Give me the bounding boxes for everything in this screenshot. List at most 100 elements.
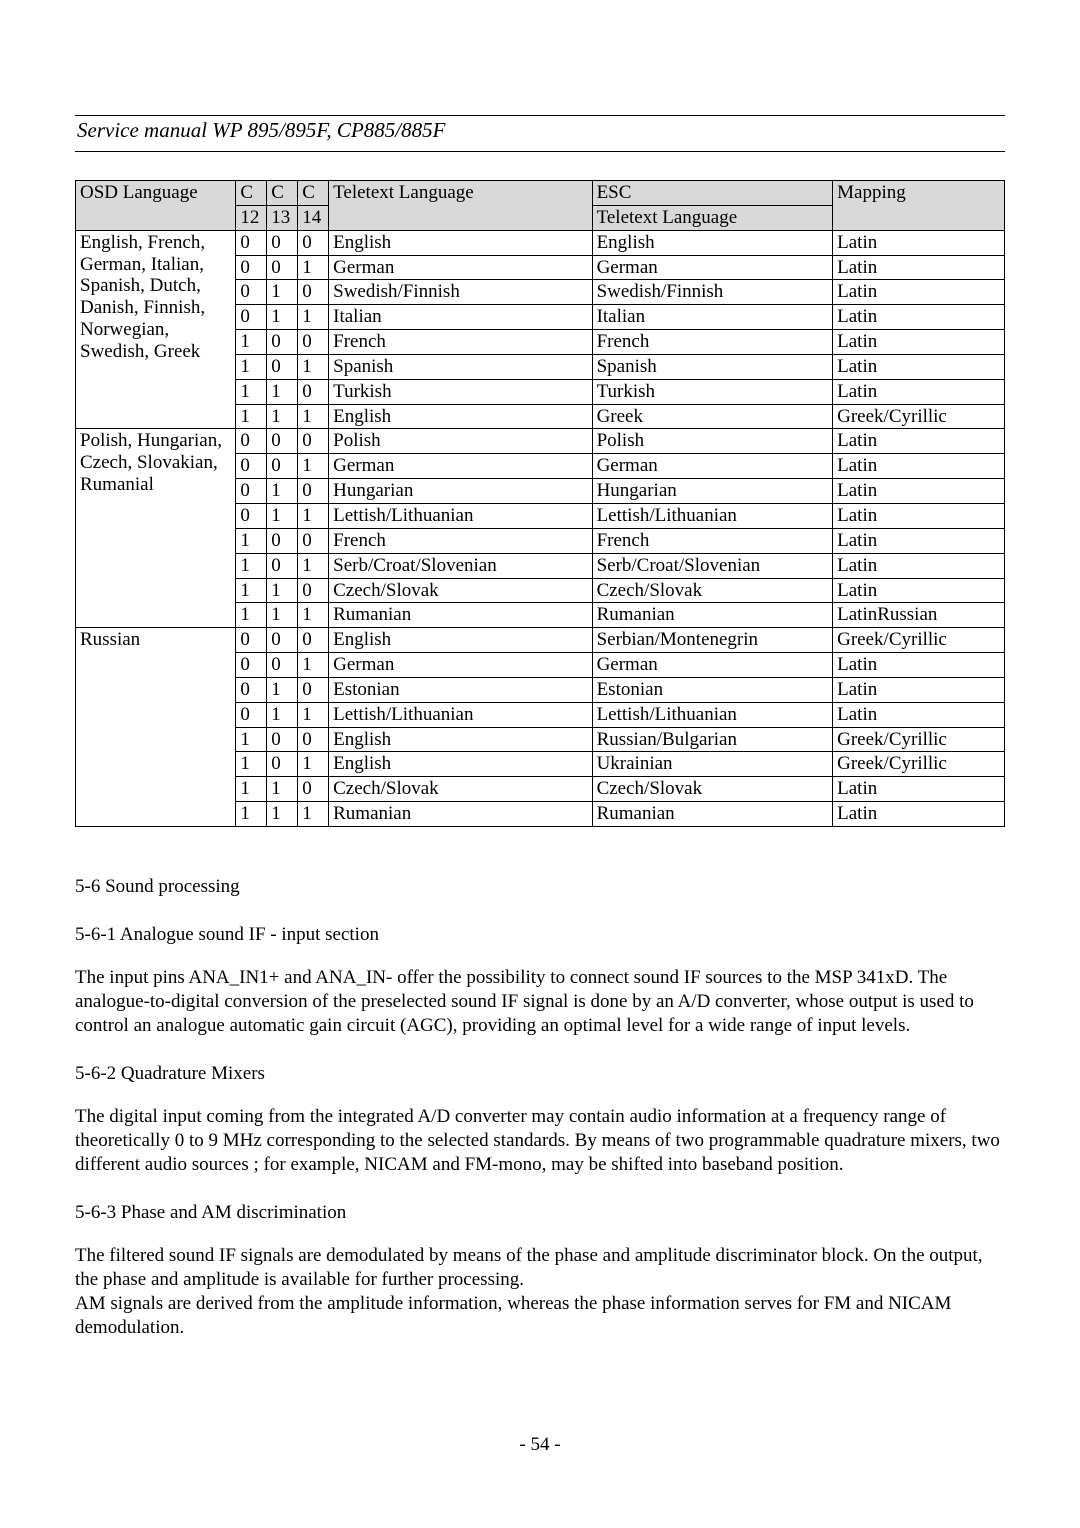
cell-map: Latin bbox=[833, 578, 1005, 603]
cell-map: LatinRussian bbox=[833, 603, 1005, 628]
cell-c12: 1 bbox=[236, 404, 267, 429]
cell-c14: 1 bbox=[298, 802, 329, 827]
cell-tel: Spanish bbox=[329, 354, 592, 379]
cell-c13: 1 bbox=[267, 777, 298, 802]
osd-language-cell: Russian bbox=[76, 628, 236, 827]
th-c13-b: 13 bbox=[267, 205, 298, 230]
cell-c13: 1 bbox=[267, 503, 298, 528]
cell-c12: 0 bbox=[236, 305, 267, 330]
cell-c13: 1 bbox=[267, 305, 298, 330]
cell-esc: English bbox=[592, 230, 833, 255]
cell-c13: 0 bbox=[267, 255, 298, 280]
cell-esc: Lettish/Lithuanian bbox=[592, 702, 833, 727]
cell-map: Latin bbox=[833, 305, 1005, 330]
cell-c13: 0 bbox=[267, 230, 298, 255]
cell-c12: 0 bbox=[236, 702, 267, 727]
cell-esc: Turkish bbox=[592, 379, 833, 404]
cell-c14: 1 bbox=[298, 503, 329, 528]
th-teletext-language: Teletext Language bbox=[329, 181, 592, 231]
cell-c14: 0 bbox=[298, 528, 329, 553]
cell-c14: 1 bbox=[298, 653, 329, 678]
cell-c13: 1 bbox=[267, 802, 298, 827]
th-c14-b: 14 bbox=[298, 205, 329, 230]
cell-c14: 0 bbox=[298, 479, 329, 504]
cell-tel: French bbox=[329, 330, 592, 355]
cell-esc: Russian/Bulgarian bbox=[592, 727, 833, 752]
cell-c13: 0 bbox=[267, 628, 298, 653]
cell-tel: Czech/Slovak bbox=[329, 777, 592, 802]
cell-esc: Serb/Croat/Slovenian bbox=[592, 553, 833, 578]
language-mapping-table: OSD Language C C C Teletext Language ESC… bbox=[75, 180, 1005, 827]
cell-map: Latin bbox=[833, 503, 1005, 528]
cell-c13: 0 bbox=[267, 553, 298, 578]
cell-c13: 1 bbox=[267, 479, 298, 504]
cell-map: Latin bbox=[833, 528, 1005, 553]
cell-map: Latin bbox=[833, 777, 1005, 802]
cell-map: Latin bbox=[833, 280, 1005, 305]
cell-c12: 0 bbox=[236, 454, 267, 479]
cell-esc: Serbian/Montenegrin bbox=[592, 628, 833, 653]
th-esc-1: ESC bbox=[592, 181, 833, 206]
cell-esc: German bbox=[592, 255, 833, 280]
table-row: English, French, German, Italian, Spanis… bbox=[76, 230, 1005, 255]
cell-tel: English bbox=[329, 727, 592, 752]
cell-map: Latin bbox=[833, 653, 1005, 678]
cell-esc: Spanish bbox=[592, 354, 833, 379]
para-5-6-3-b: AM signals are derived from the amplitud… bbox=[75, 1292, 1005, 1340]
cell-esc: Estonian bbox=[592, 677, 833, 702]
osd-language-cell: Polish, Hungarian, Czech, Slovakian, Rum… bbox=[76, 429, 236, 628]
cell-c12: 1 bbox=[236, 354, 267, 379]
cell-esc: German bbox=[592, 454, 833, 479]
para-5-6-3-a: The filtered sound IF signals are demodu… bbox=[75, 1244, 1005, 1292]
cell-tel: Estonian bbox=[329, 677, 592, 702]
cell-c14: 1 bbox=[298, 603, 329, 628]
cell-esc: French bbox=[592, 528, 833, 553]
cell-c14: 0 bbox=[298, 578, 329, 603]
cell-esc: Czech/Slovak bbox=[592, 578, 833, 603]
cell-map: Greek/Cyrillic bbox=[833, 628, 1005, 653]
cell-c12: 1 bbox=[236, 553, 267, 578]
cell-map: Latin bbox=[833, 677, 1005, 702]
cell-esc: Greek bbox=[592, 404, 833, 429]
cell-c12: 0 bbox=[236, 479, 267, 504]
heading-5-6-1: 5-6-1 Analogue sound IF - input section bbox=[75, 923, 1005, 947]
cell-c14: 0 bbox=[298, 230, 329, 255]
cell-c14: 0 bbox=[298, 628, 329, 653]
cell-c13: 1 bbox=[267, 280, 298, 305]
cell-map: Latin bbox=[833, 330, 1005, 355]
cell-tel: English bbox=[329, 752, 592, 777]
cell-c12: 1 bbox=[236, 777, 267, 802]
cell-c12: 1 bbox=[236, 802, 267, 827]
cell-tel: Lettish/Lithuanian bbox=[329, 702, 592, 727]
cell-c12: 0 bbox=[236, 677, 267, 702]
cell-c13: 0 bbox=[267, 330, 298, 355]
cell-tel: Rumanian bbox=[329, 603, 592, 628]
th-c13-a: C bbox=[267, 181, 298, 206]
cell-c14: 0 bbox=[298, 379, 329, 404]
cell-c14: 1 bbox=[298, 404, 329, 429]
cell-c13: 1 bbox=[267, 603, 298, 628]
cell-map: Latin bbox=[833, 454, 1005, 479]
cell-c12: 0 bbox=[236, 429, 267, 454]
cell-esc: Polish bbox=[592, 429, 833, 454]
cell-tel: Swedish/Finnish bbox=[329, 280, 592, 305]
cell-tel: Serb/Croat/Slovenian bbox=[329, 553, 592, 578]
header-rule-bottom bbox=[75, 151, 1005, 152]
th-esc-2: Teletext Language bbox=[592, 205, 833, 230]
th-c12-b: 12 bbox=[236, 205, 267, 230]
cell-c12: 0 bbox=[236, 628, 267, 653]
cell-c13: 1 bbox=[267, 677, 298, 702]
osd-language-cell: English, French, German, Italian, Spanis… bbox=[76, 230, 236, 429]
cell-tel: German bbox=[329, 454, 592, 479]
cell-esc: Italian bbox=[592, 305, 833, 330]
cell-map: Latin bbox=[833, 379, 1005, 404]
cell-tel: English bbox=[329, 404, 592, 429]
page: Service manual WP 895/895F, CP885/885F O… bbox=[0, 0, 1080, 1339]
cell-c14: 0 bbox=[298, 429, 329, 454]
page-number: - 54 - bbox=[0, 1434, 1080, 1456]
th-osd-language: OSD Language bbox=[76, 181, 236, 231]
cell-tel: Turkish bbox=[329, 379, 592, 404]
cell-map: Greek/Cyrillic bbox=[833, 727, 1005, 752]
cell-tel: Polish bbox=[329, 429, 592, 454]
heading-5-6: 5-6 Sound processing bbox=[75, 875, 1005, 899]
